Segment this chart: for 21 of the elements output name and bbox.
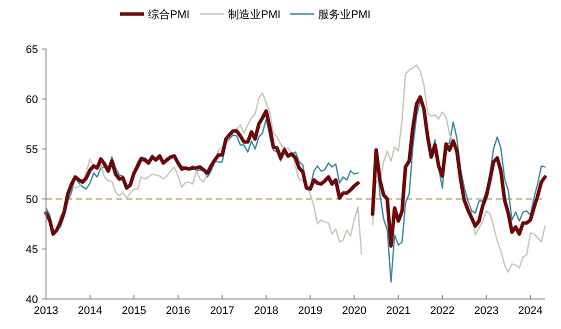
y-tick-label: 55 — [26, 144, 38, 156]
legend-label: 综合PMI — [148, 8, 190, 21]
x-tick-label: 2024 — [518, 305, 543, 317]
x-tick-label: 2022 — [430, 305, 455, 317]
x-tick-label: 2014 — [78, 305, 102, 317]
x-tick-label: 2016 — [166, 305, 190, 317]
x-tick-label: 2019 — [298, 305, 322, 317]
x-tick-label: 2015 — [122, 305, 146, 317]
x-tick-label: 2023 — [474, 305, 499, 317]
x-tick-label: 2018 — [254, 305, 278, 317]
y-tick-label: 65 — [26, 44, 38, 56]
legend-label: 制造业PMI — [228, 8, 281, 21]
y-tick-label: 40 — [26, 294, 38, 306]
y-tick-label: 50 — [26, 194, 38, 206]
x-tick-label: 2017 — [210, 305, 234, 317]
y-tick-label: 45 — [26, 244, 38, 256]
x-tick-label: 2020 — [342, 305, 366, 317]
legend-label: 服务业PMI — [318, 8, 371, 21]
y-tick-label: 60 — [26, 94, 38, 106]
x-tick-label: 2021 — [386, 305, 411, 317]
x-tick-label: 2013 — [34, 305, 58, 317]
